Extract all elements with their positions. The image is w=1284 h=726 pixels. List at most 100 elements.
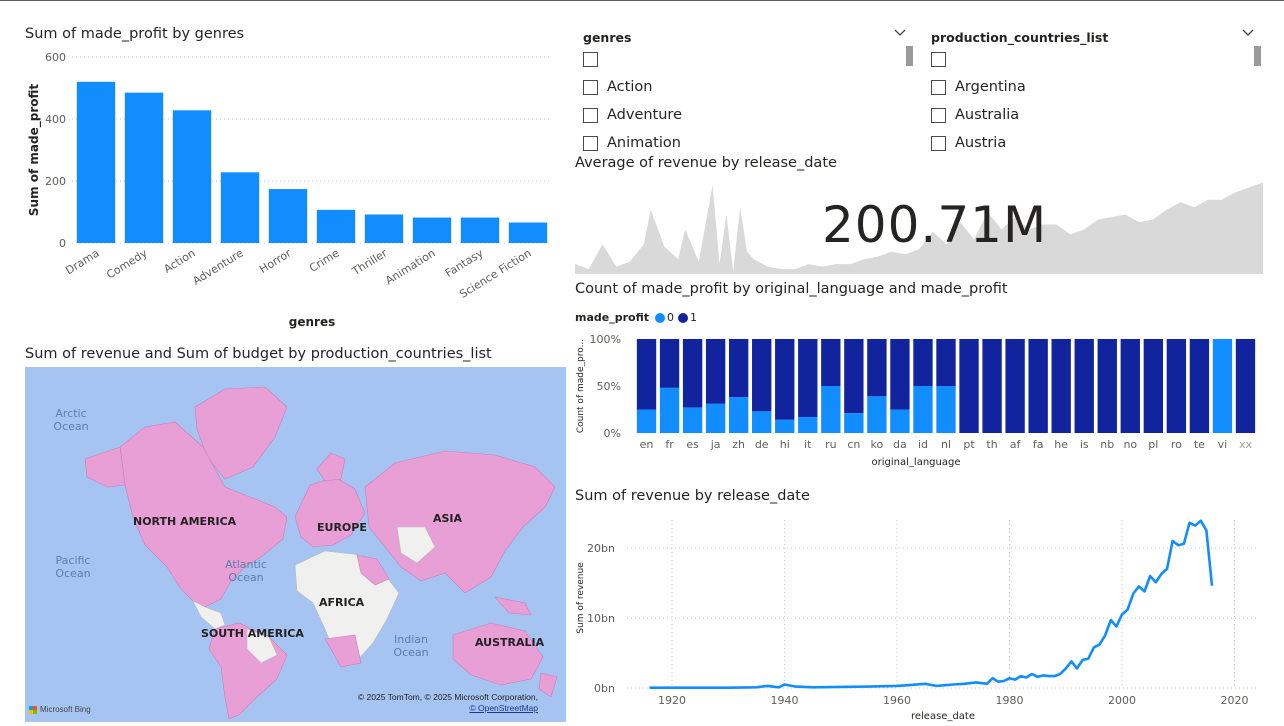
bar-segment-0[interactable] [705, 403, 726, 433]
bar-segment-0[interactable] [775, 419, 795, 433]
bar-segment-0[interactable] [752, 411, 772, 433]
chevron-down-icon[interactable] [1241, 26, 1255, 44]
bar-segment-1[interactable] [682, 339, 703, 408]
checkbox[interactable] [931, 107, 946, 123]
slicer-item-label: Australia [955, 107, 1020, 123]
bar-segment-1[interactable] [636, 339, 657, 410]
bar-segment-1[interactable] [821, 339, 841, 386]
bar[interactable] [412, 217, 452, 243]
checkbox[interactable] [583, 107, 598, 123]
world-map[interactable]: Arctic Ocean Pacific Ocean Atlantic Ocea… [25, 367, 566, 722]
slicer-item[interactable] [931, 49, 955, 69]
checkbox[interactable] [931, 135, 946, 151]
bar-segment-1[interactable] [1166, 339, 1187, 433]
bar[interactable] [220, 172, 260, 243]
continent-label: ASIA [433, 512, 463, 525]
bar-segment-0[interactable] [936, 386, 956, 433]
slicer-item-label: Argentina [955, 79, 1026, 95]
map-land [84, 386, 558, 720]
bar-segment-1[interactable] [752, 339, 772, 412]
legend-item-0[interactable]: 0 [667, 311, 674, 324]
bar-segment-1[interactable] [936, 339, 956, 386]
kpi-title: Average of revenue by release_date [575, 155, 837, 171]
bar[interactable] [460, 217, 500, 243]
slicer-item[interactable]: Australia [931, 105, 1019, 125]
slicer-scrollbar[interactable] [1254, 46, 1261, 66]
checkbox[interactable] [931, 51, 946, 67]
bar-segment-1[interactable] [775, 339, 795, 420]
bar-segment-0[interactable] [636, 409, 657, 434]
genres-slicer[interactable]: genres Action Adventure Animation [575, 22, 915, 152]
bar-segment-1[interactable] [844, 339, 864, 414]
bar[interactable] [172, 110, 212, 243]
slicer-item[interactable]: Adventure [583, 105, 682, 125]
bar-segment-0[interactable] [728, 397, 749, 433]
bar-segment-1[interactable] [1189, 339, 1210, 433]
slicer-item[interactable]: Action [583, 77, 652, 97]
bar-segment-0[interactable] [890, 409, 910, 434]
checkbox[interactable] [583, 79, 598, 95]
bar-segment-0[interactable] [1212, 339, 1233, 433]
ocean-label: Atlantic Ocean [225, 558, 267, 584]
slicer-item[interactable]: Argentina [931, 77, 1026, 97]
revenue-line[interactable] [649, 519, 1214, 689]
bar-segment-1[interactable] [982, 339, 1002, 433]
bar-segment-1[interactable] [1097, 339, 1117, 433]
bar-segment-1[interactable] [705, 339, 726, 404]
bar-segment-1[interactable] [1028, 339, 1048, 433]
x-tick-label: vi [1218, 438, 1228, 451]
x-axis-label: genres [289, 315, 335, 329]
bar-segment-1[interactable] [1074, 339, 1094, 433]
area-series [575, 182, 1263, 274]
microsoft-logo-icon [29, 705, 37, 714]
language-chart-title: Count of made_profit by original_languag… [575, 281, 1008, 297]
bar[interactable] [508, 222, 548, 243]
bar[interactable] [364, 214, 404, 243]
bar-segment-1[interactable] [867, 339, 887, 397]
production-countries-slicer[interactable]: production_countries_list Argentina Austr… [923, 22, 1263, 152]
bar-segment-1[interactable] [913, 339, 933, 386]
x-tick-label: no [1123, 438, 1137, 451]
x-tick-label: te [1194, 438, 1205, 451]
slicer-item[interactable]: Animation [583, 133, 681, 153]
slicer-item-label: Austria [955, 135, 1007, 151]
slicer-item-label: Action [607, 79, 653, 95]
bar-segment-1[interactable] [1051, 339, 1071, 433]
legend-item-1[interactable]: 1 [690, 311, 697, 324]
bar[interactable] [316, 209, 356, 243]
x-axis-label: original_language [872, 457, 961, 468]
bar[interactable] [76, 81, 116, 243]
bar-segment-1[interactable] [1143, 339, 1164, 433]
slicer-item[interactable] [583, 49, 607, 69]
bar-segment-0[interactable] [682, 407, 703, 433]
bar[interactable] [124, 92, 164, 244]
checkbox[interactable] [931, 79, 946, 95]
bar-segment-1[interactable] [728, 339, 749, 398]
slicer-scrollbar[interactable] [906, 46, 913, 66]
bar-segment-1[interactable] [959, 339, 979, 433]
bar-segment-0[interactable] [844, 413, 864, 433]
bar-segment-1[interactable] [1005, 339, 1025, 433]
checkbox[interactable] [583, 135, 598, 151]
bar-segment-1[interactable] [659, 339, 680, 388]
chevron-down-icon[interactable] [893, 26, 907, 44]
bar-segment-1[interactable] [798, 339, 818, 418]
bar-segment-0[interactable] [867, 396, 887, 433]
openstreetmap-link[interactable]: © OpenStreetMap [469, 703, 538, 713]
bar-segment-0[interactable] [821, 386, 841, 433]
revenue-line-chart[interactable]: 0bn 10bn 20bn 1920 1940 1960 1980 2000 2020 relea… [573, 508, 1263, 724]
bar[interactable] [268, 189, 308, 243]
language-stacked-bar-chart[interactable]: 0%50%100%en fr es ja zh de hi it ru cn ko da id nl pt t… [573, 330, 1263, 470]
continent-label: SOUTH AMERICA [201, 627, 304, 640]
bar-segment-1[interactable] [890, 339, 910, 410]
slicer-item[interactable]: Austria [931, 133, 1006, 153]
bar-segment-1[interactable] [1235, 339, 1256, 433]
y-tick-label: 0bn [594, 682, 615, 695]
bar-segment-0[interactable] [913, 386, 933, 433]
x-tick-label: Comedy [104, 246, 150, 281]
bar-segment-0[interactable] [659, 387, 680, 433]
checkbox[interactable] [583, 51, 598, 67]
bar-segment-0[interactable] [798, 417, 818, 433]
bar-segment-1[interactable] [1120, 339, 1140, 433]
